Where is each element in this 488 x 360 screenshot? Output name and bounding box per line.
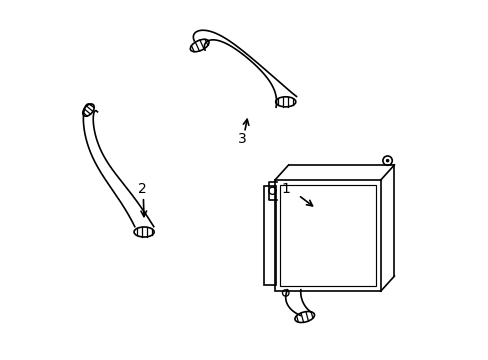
Text: 1: 1 xyxy=(281,182,289,196)
Bar xyxy=(274,180,380,291)
Circle shape xyxy=(385,159,388,162)
Text: 2: 2 xyxy=(138,182,146,196)
Bar xyxy=(280,185,375,286)
Bar xyxy=(263,186,276,285)
Text: 3: 3 xyxy=(238,132,246,146)
